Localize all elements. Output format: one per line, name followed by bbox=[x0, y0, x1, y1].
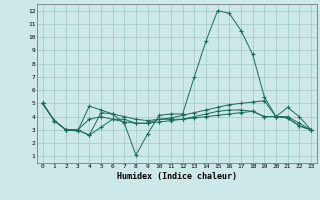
X-axis label: Humidex (Indice chaleur): Humidex (Indice chaleur) bbox=[117, 172, 237, 181]
